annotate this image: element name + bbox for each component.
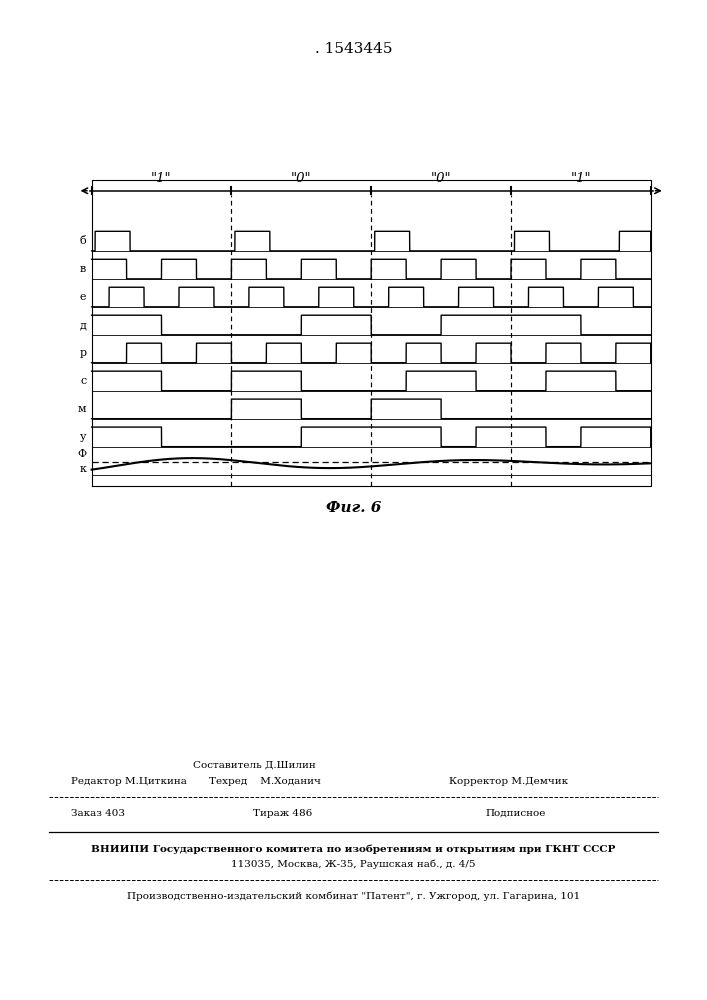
Text: м: м (78, 404, 86, 414)
Text: в: в (80, 264, 86, 274)
Text: Тираж 486: Тираж 486 (253, 808, 312, 818)
Text: с: с (80, 376, 86, 386)
Text: Φ: Φ (77, 449, 86, 459)
Text: р: р (79, 348, 86, 358)
Text: е: е (80, 292, 86, 302)
Text: 113035, Москва, Ж-35, Раушская наб., д. 4/5: 113035, Москва, Ж-35, Раушская наб., д. … (231, 859, 476, 869)
Text: Корректор М.Демчик: Корректор М.Демчик (450, 778, 568, 786)
Text: "0": "0" (291, 172, 312, 185)
Text: б: б (80, 236, 86, 246)
Text: Фиг. 6: Фиг. 6 (326, 501, 381, 515)
Text: д: д (79, 320, 86, 330)
Text: Редактор М.Циткина: Редактор М.Циткина (71, 778, 187, 786)
Text: Составитель Д.Шилин: Составитель Д.Шилин (193, 760, 316, 770)
Text: ВНИИПИ Государственного комитета по изобретениям и открытиям при ГКНТ СССР: ВНИИПИ Государственного комитета по изоб… (91, 844, 616, 854)
Text: "1": "1" (151, 172, 172, 185)
Text: . 1543445: . 1543445 (315, 42, 392, 56)
Text: у: у (80, 432, 86, 442)
Text: "1": "1" (571, 172, 591, 185)
Text: к: к (79, 464, 86, 474)
Text: Подписное: Подписное (486, 808, 547, 818)
Text: Производственно-издательский комбинат "Патент", г. Ужгород, ул. Гагарина, 101: Производственно-издательский комбинат "П… (127, 891, 580, 901)
Text: Техред    М.Ходанич: Техред М.Ходанич (209, 778, 321, 786)
Text: Заказ 403: Заказ 403 (71, 808, 124, 818)
Text: "0": "0" (431, 172, 451, 185)
